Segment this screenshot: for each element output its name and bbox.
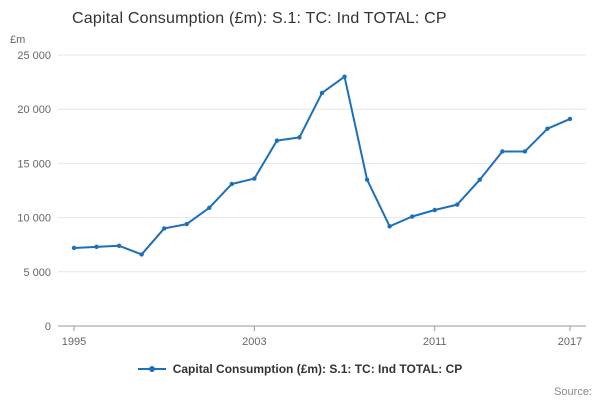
x-tick-label: 1995 [62, 336, 86, 348]
line-chart: 0 5 000 10 000 15 000 20 000 25 000 1995 2003 20… [17, 50, 586, 348]
data-point [252, 176, 257, 181]
data-point [500, 149, 505, 154]
series-line [73, 75, 571, 256]
y-tick-label: 25 000 [17, 50, 51, 62]
data-point [229, 181, 235, 187]
chart-title: Capital Consumption (£m): S.1: TC: Ind T… [72, 10, 447, 27]
data-point [455, 202, 460, 207]
data-point [477, 177, 483, 182]
y-tick-label: 10 000 [17, 213, 51, 225]
data-point [432, 207, 437, 213]
legend-marker-icon [137, 366, 166, 372]
x-tick-label: 2017 [558, 336, 582, 348]
y-tick-label: 0 [45, 321, 51, 333]
plot-area: 0 5 000 10 000 15 000 20 000 25 000 1995 2003 20… [0, 48, 600, 348]
y-axis-unit-label: £m [10, 34, 26, 46]
data-point [567, 116, 573, 122]
legend-marker-dot [148, 366, 155, 372]
data-point [161, 226, 167, 231]
legend: Capital Consumption (£m): S.1: TC: Ind T… [0, 362, 600, 376]
data-point [522, 149, 528, 154]
source-label: Source: [554, 386, 592, 398]
data-point [184, 221, 189, 227]
legend-label: Capital Consumption (£m): S.1: TC: Ind T… [172, 362, 463, 376]
y-tick-label: 5 000 [23, 267, 51, 279]
data-point [274, 138, 280, 143]
data-point [207, 205, 212, 211]
y-tick-label: 15 000 [17, 158, 51, 170]
legend-item[interactable]: Capital Consumption (£m): S.1: TC: Ind T… [137, 362, 463, 376]
data-point [116, 243, 122, 248]
data-point [387, 224, 392, 229]
data-point [94, 244, 99, 250]
data-point [364, 177, 370, 182]
data-point [319, 90, 325, 96]
data-point [71, 245, 77, 251]
x-tick-label: 2003 [242, 336, 266, 348]
data-point [409, 214, 415, 219]
data-point [297, 135, 302, 140]
data-point [139, 252, 144, 257]
x-tick-label: 2011 [423, 336, 447, 348]
data-point [342, 74, 347, 79]
data-point [545, 126, 550, 131]
y-tick-label: 20 000 [17, 104, 51, 116]
